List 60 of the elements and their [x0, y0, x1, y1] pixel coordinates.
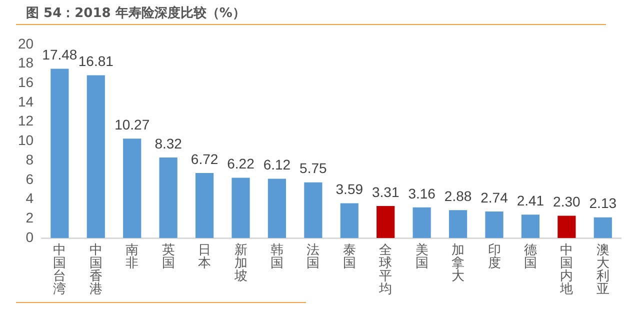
- x-tick-label: 中国台湾: [53, 242, 66, 297]
- x-tick-label: 中国内地: [559, 242, 574, 297]
- y-tick-label: 10: [18, 132, 34, 148]
- y-tick-label: 6: [26, 170, 34, 187]
- bar: [304, 182, 322, 238]
- x-tick-label: 英国: [162, 242, 175, 271]
- y-tick-label: 20: [18, 35, 34, 52]
- y-tick-label: 18: [18, 54, 34, 71]
- x-tick-label: 日本: [198, 242, 212, 271]
- bar: [86, 75, 105, 238]
- bar: [159, 157, 178, 238]
- x-tick-label: 德国: [524, 242, 537, 271]
- bar: [340, 203, 358, 238]
- x-tick-label: 加拿大: [452, 242, 465, 284]
- data-label: 6.72: [190, 150, 218, 167]
- bar: [521, 214, 540, 238]
- data-label: 16.81: [78, 53, 114, 70]
- bar: [232, 178, 250, 238]
- data-label: 3.59: [336, 181, 364, 198]
- bar: [594, 217, 612, 238]
- data-label: 2.41: [516, 192, 544, 209]
- x-tick-label: 泰国: [342, 242, 356, 271]
- data-label: 6.22: [227, 156, 255, 172]
- bar: [123, 138, 142, 238]
- bar: [558, 216, 576, 238]
- y-tick-label: 2: [26, 210, 34, 226]
- y-tick-label: 12: [18, 112, 34, 129]
- bar: [485, 211, 504, 238]
- x-tick-label: 全球平均: [378, 242, 392, 297]
- y-tick-label: 4: [26, 190, 34, 206]
- data-label: 2.30: [553, 194, 581, 210]
- x-tick-label: 印度: [488, 242, 501, 271]
- y-tick-label: 8: [26, 151, 34, 168]
- x-tick-label: 澳大利亚: [596, 242, 610, 297]
- x-tick-label: 南非: [126, 242, 139, 271]
- x-tick-label: 美国: [415, 242, 428, 271]
- data-label: 3.31: [372, 184, 400, 200]
- data-label: 6.12: [263, 156, 291, 173]
- data-label: 8.32: [154, 135, 182, 152]
- y-tick-label: 14: [18, 93, 34, 110]
- bar: [50, 68, 69, 238]
- x-tick-label: 新加坡: [233, 242, 248, 284]
- data-label: 2.13: [589, 195, 617, 212]
- data-label: 2.88: [444, 188, 472, 204]
- x-tick-label: 中国香港: [89, 242, 102, 297]
- data-label: 3.16: [408, 185, 436, 202]
- chart-title: 图 54：2018 年寿险深度比较（%）: [26, 4, 246, 22]
- data-label: 17.48: [42, 46, 78, 63]
- bar: [268, 178, 286, 238]
- y-tick-label: 16: [18, 74, 34, 90]
- x-tick-label: 法国: [306, 242, 320, 271]
- bar: [448, 210, 468, 238]
- y-tick-label: 0: [26, 228, 34, 245]
- bar: [195, 172, 214, 238]
- bar: [376, 206, 395, 238]
- bar: [412, 207, 431, 238]
- data-label: 2.74: [480, 189, 508, 206]
- data-label: 5.75: [300, 160, 328, 176]
- data-label: 10.27: [114, 116, 150, 132]
- x-tick-label: 韩国: [270, 242, 284, 271]
